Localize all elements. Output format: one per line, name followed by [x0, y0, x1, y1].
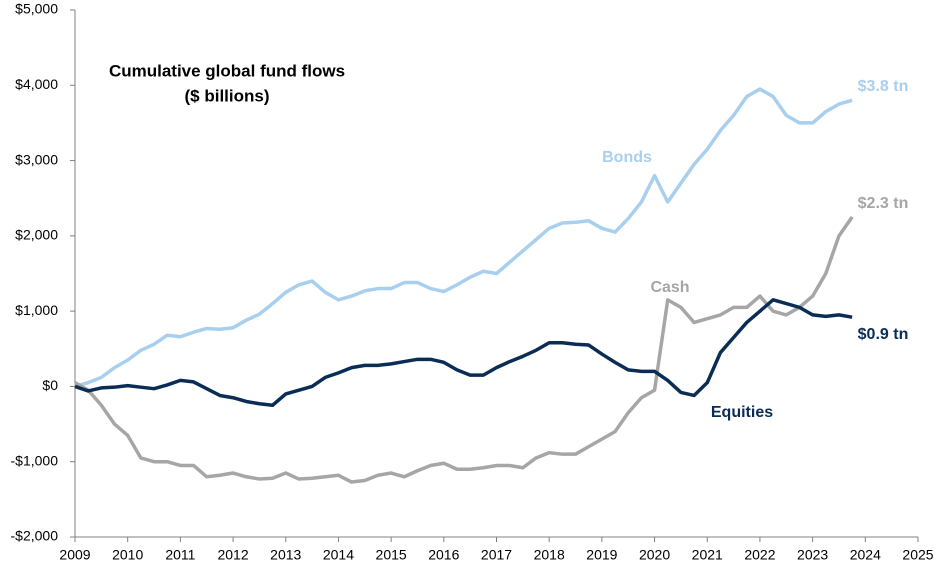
- y-tick-label: $2,000: [15, 227, 58, 243]
- chart-subtitle: ($ billions): [185, 86, 270, 105]
- y-tick-label: -$1,000: [11, 452, 59, 468]
- x-tick-label: 2022: [744, 547, 775, 563]
- series-line: [74, 216, 854, 484]
- end-label: $3.8 tn: [858, 78, 909, 95]
- end-label: $2.3 tn: [858, 195, 909, 212]
- x-tick-label: 2015: [376, 547, 407, 563]
- y-tick-label: $3,000: [15, 151, 58, 167]
- series-label: Cash: [650, 279, 689, 296]
- x-tick-label: 2011: [165, 547, 195, 563]
- x-tick-label: 2013: [270, 547, 301, 563]
- y-tick-label: $0: [42, 377, 58, 393]
- x-tick-label: 2021: [692, 547, 723, 563]
- series-label: Bonds: [602, 149, 652, 166]
- x-tick-label: 2016: [428, 547, 459, 563]
- chart-title: Cumulative global fund flows: [109, 61, 345, 80]
- x-tick-label: 2014: [323, 547, 354, 563]
- x-tick-label: 2018: [534, 547, 565, 563]
- end-label: $0.9 tn: [858, 326, 909, 343]
- y-tick-label: $4,000: [15, 76, 58, 92]
- y-tick-label: $1,000: [15, 302, 58, 318]
- x-tick-label: 2023: [797, 547, 828, 563]
- series-line: [74, 87, 853, 389]
- x-tick-label: 2010: [112, 547, 143, 563]
- x-tick-label: 2019: [586, 547, 617, 563]
- x-tick-label: 2009: [59, 547, 90, 563]
- x-tick-label: 2017: [481, 547, 512, 563]
- x-tick-label: 2024: [850, 547, 881, 563]
- x-tick-label: 2020: [639, 547, 670, 563]
- y-tick-label: $5,000: [15, 1, 58, 17]
- series-line: [74, 298, 853, 407]
- y-tick-label: -$2,000: [11, 528, 59, 544]
- x-tick-label: 2012: [217, 547, 248, 563]
- series-label: Equities: [711, 404, 773, 421]
- x-tick-label: 2025: [902, 547, 933, 563]
